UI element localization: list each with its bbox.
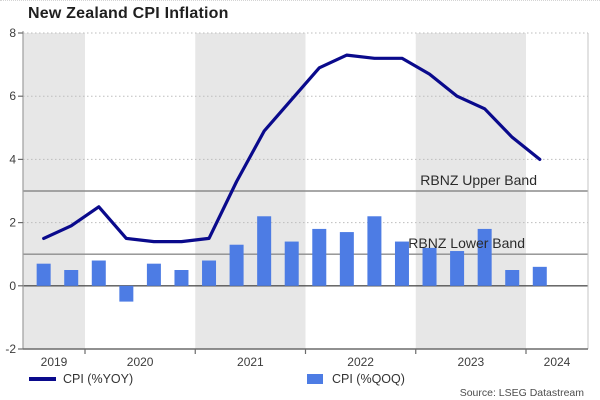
qoq-bar-2022Q3: [367, 216, 382, 286]
y-tick-label-6: 6: [9, 89, 16, 103]
qoq-bar-2019Q4: [64, 270, 79, 286]
qoq-bar-2023Q4: [505, 270, 520, 286]
x-tick-label-2019: 2019: [41, 355, 68, 369]
y-tick-label-0: 0: [9, 279, 16, 293]
chart-title: New Zealand CPI Inflation: [28, 5, 229, 22]
qoq-bar-2020Q1: [91, 260, 106, 286]
qoq-bar-2020Q3: [146, 263, 161, 286]
y-tick-label-4: 4: [9, 152, 16, 166]
x-tick-label-2022: 2022: [347, 355, 374, 369]
x-tick-label-2021: 2021: [237, 355, 264, 369]
qoq-bar-2021Q2: [229, 244, 244, 286]
x-tick-label-2024: 2024: [544, 355, 571, 369]
rbnz-upper-band-label: RBNZ Upper Band: [420, 172, 537, 188]
qoq-bar-2022Q4: [394, 241, 409, 286]
legend-label-qoq: CPI (%QOQ): [332, 372, 405, 386]
qoq-bar-2021Q3: [257, 216, 272, 286]
x-tick-label-2023: 2023: [458, 355, 485, 369]
legend-item-yoy: CPI (%YOY): [29, 372, 133, 386]
qoq-bar-2022Q1: [312, 228, 327, 286]
yoy-line-swatch-icon: [29, 377, 56, 381]
legend-label-yoy: CPI (%YOY): [63, 372, 134, 386]
qoq-bar-2022Q2: [339, 232, 354, 286]
qoq-bar-2023Q2: [450, 251, 465, 286]
x-tick-label-2020: 2020: [127, 355, 154, 369]
y-tick-label-2: 2: [9, 216, 16, 230]
qoq-bar-2021Q4: [284, 241, 299, 286]
cpi-yoy-line: [42, 53, 542, 244]
y-tick-label--2: -2: [5, 342, 16, 356]
qoq-bar-swatch-icon: [307, 374, 323, 384]
qoq-bar-2019Q3: [36, 263, 51, 286]
qoq-bar-2023Q1: [422, 247, 437, 286]
source-credit: Source: LSEG Datastream: [459, 387, 584, 399]
qoq-bar-2024Q1: [532, 266, 547, 286]
qoq-bar-2020Q2: [119, 285, 134, 302]
y-tick-label-8: 8: [9, 26, 16, 40]
qoq-bar-2023Q3: [477, 228, 492, 286]
legend-item-qoq: CPI (%QOQ): [307, 372, 405, 386]
qoq-bar-2020Q4: [174, 270, 189, 286]
rbnz-lower-band-label: RBNZ Lower Band: [408, 235, 525, 251]
top-border-rule: [0, 0, 600, 1]
qoq-bar-2021Q1: [202, 260, 217, 286]
